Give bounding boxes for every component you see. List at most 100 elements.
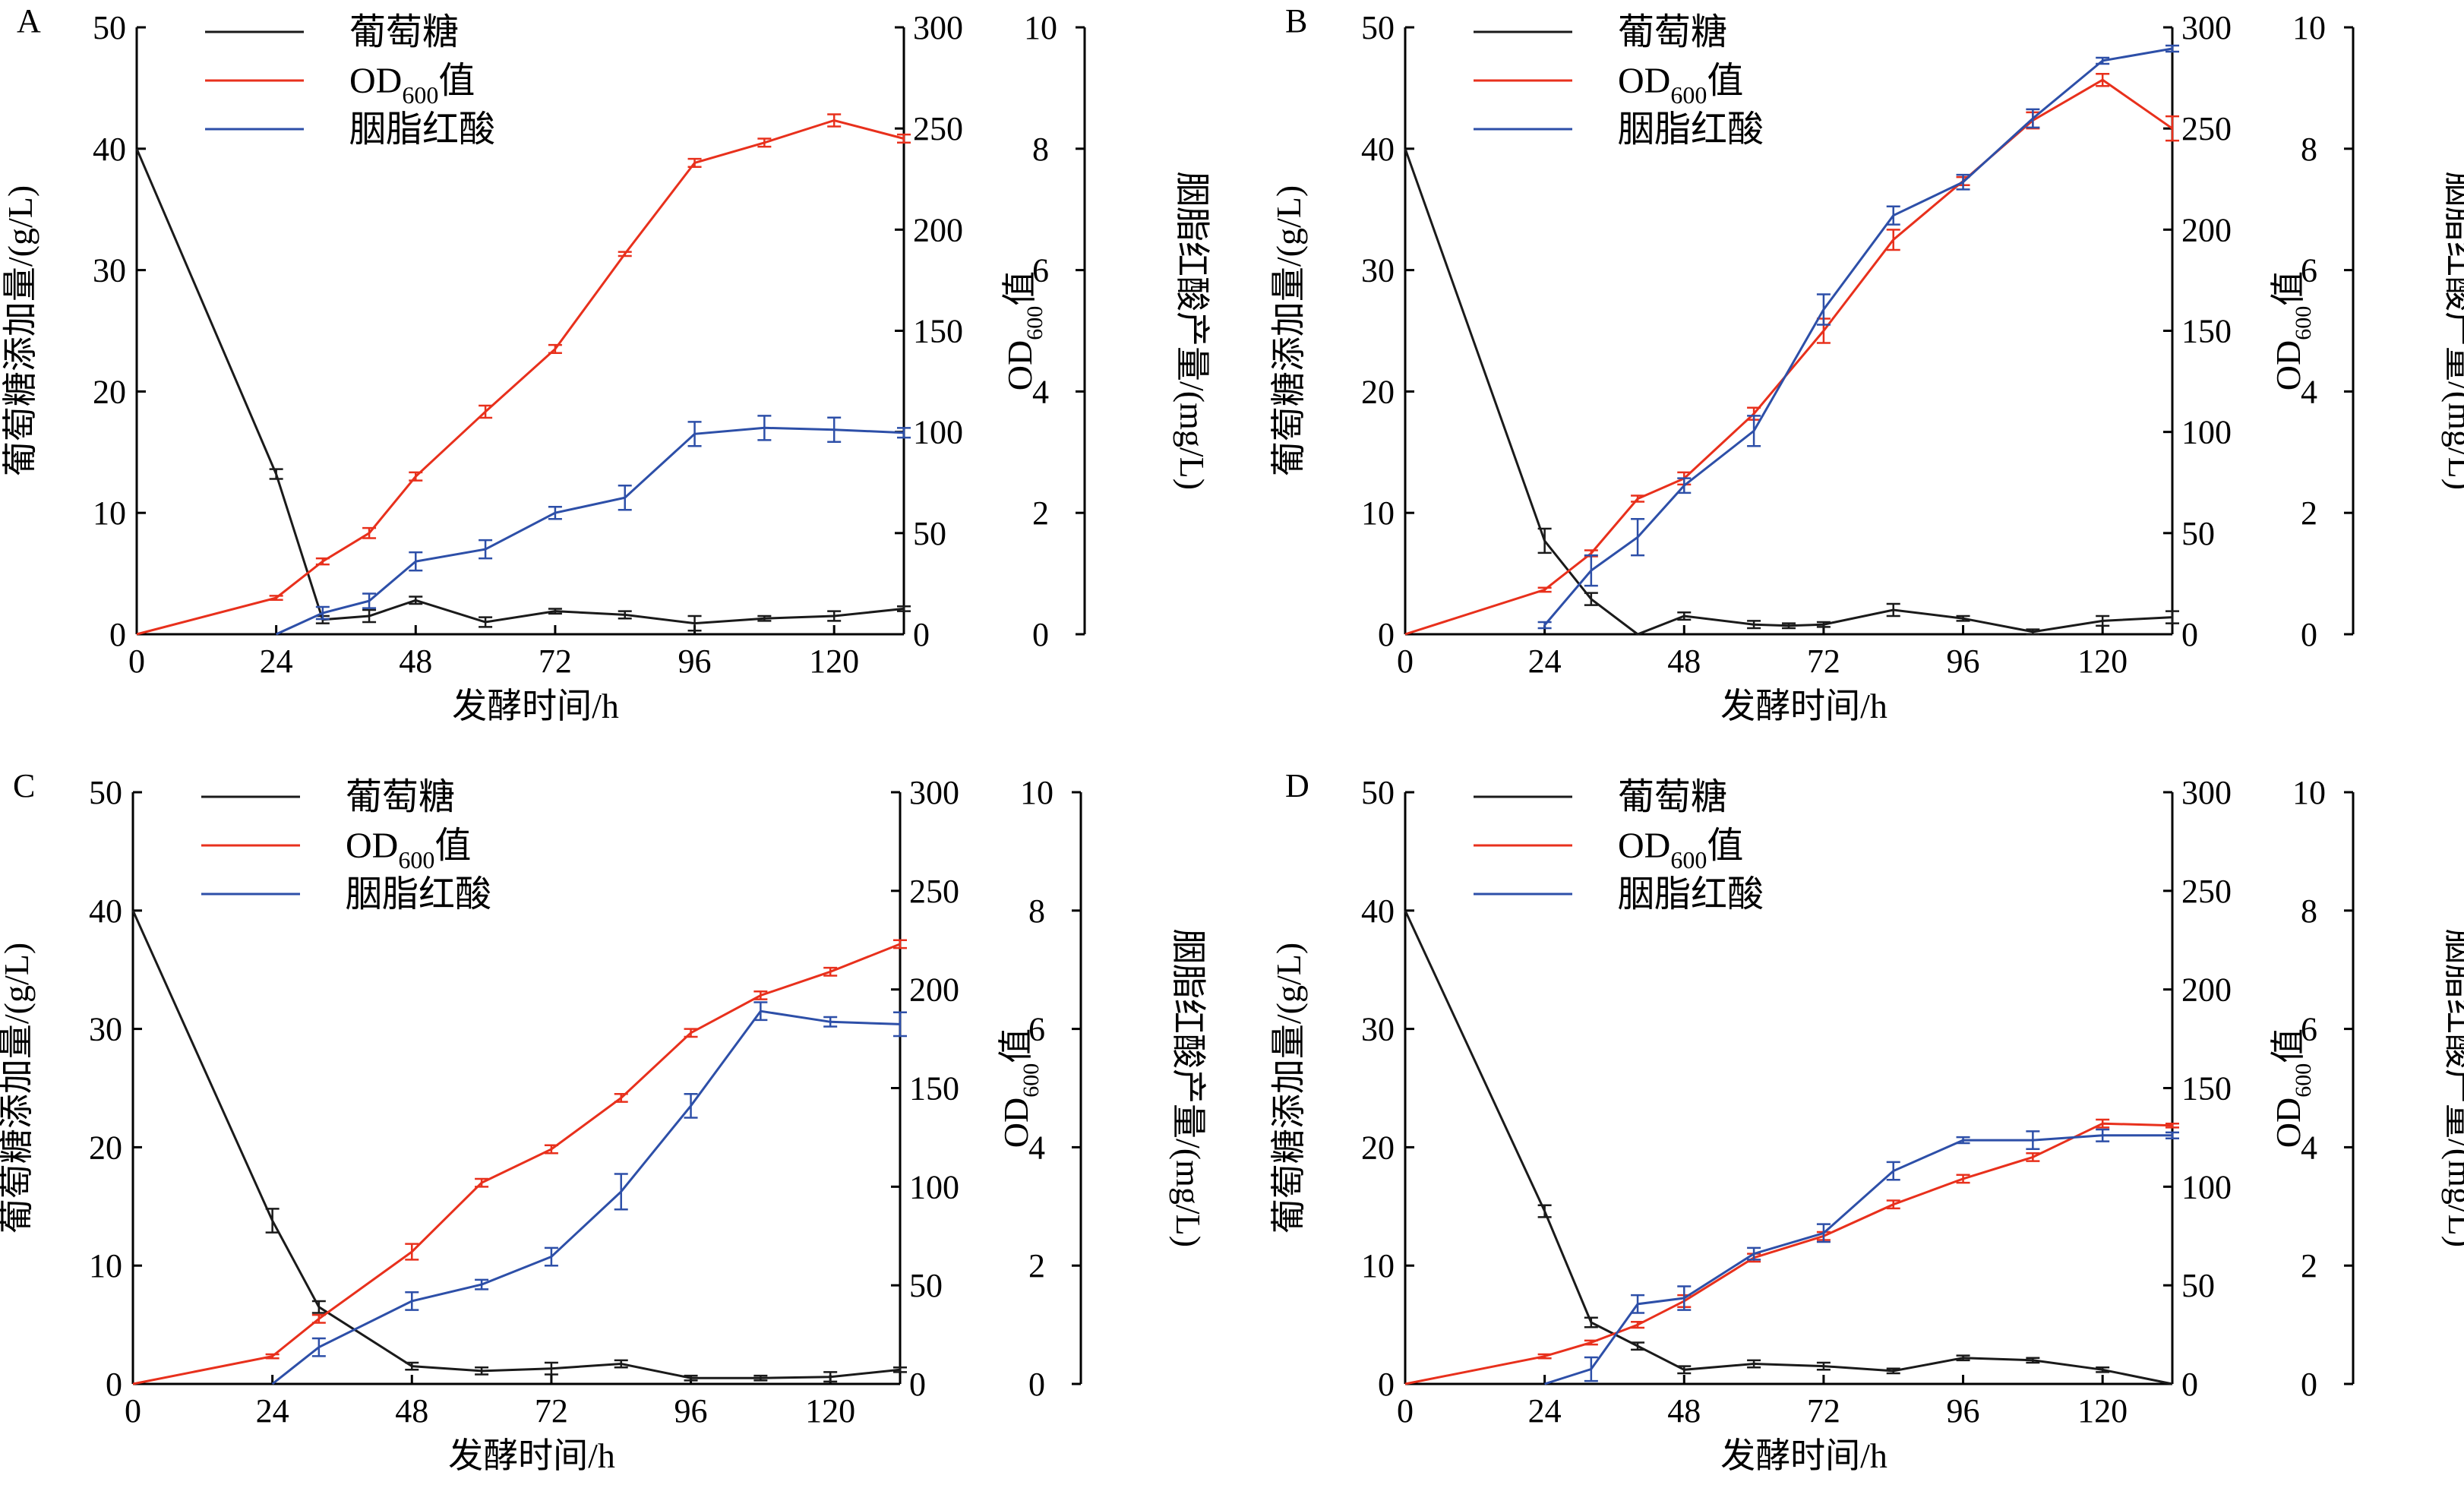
od-tick-label: 0 [2181,1366,2198,1403]
acid-tick-label: 4 [2301,1129,2317,1166]
acid-tick-label: 0 [1028,1366,1045,1403]
x-tick-label: 96 [1947,1392,1980,1430]
legend-item-acid: 胭脂红酸 [1474,874,1764,915]
legend-od-main: OD [349,61,402,101]
od-error-bar [362,526,377,539]
acid-error-bar [479,539,493,560]
acid-error-bar [311,1337,326,1357]
legend-od-subscript: 600 [1670,81,1707,109]
od-title-tail: 值 [1000,271,1039,306]
glucose-error-bar [1956,614,1970,622]
glucose-tick-label: 50 [1361,9,1395,46]
legend-item-od: OD600值 [1474,61,1743,109]
od-tick-label: 100 [2181,414,2232,451]
glucose-error-bar [687,614,702,632]
legend-od-subscript: 600 [402,81,438,109]
series-acid [1544,1128,2179,1385]
acid-tick-label: 2 [2301,1247,2317,1284]
od-tick-label: 250 [2181,110,2232,147]
legend-label-od: OD600值 [1618,826,1743,874]
legend-item-acid: 胭脂红酸 [1474,109,1764,150]
acid-error-bar [315,605,330,621]
acid-tick-label: 4 [1032,373,1049,410]
acid-error-bar [753,1001,768,1022]
od-error-bar [265,1353,280,1360]
glucose-tick-label: 40 [1361,892,1395,930]
right-y-axis-title: 胭脂红酸产量/(mg/L) [2441,929,2464,1247]
od-y-axis-title: OD600值 [2269,271,2316,390]
left-y-axis-title: 葡萄糖添加量/(g/L) [1,185,39,476]
acid-tick-label: 6 [1028,1011,1045,1048]
acid-tick-label: 6 [1032,252,1049,289]
acid-error-bar [1886,205,1900,226]
x-tick-label: 96 [1947,643,1980,680]
acid-error-bar [1677,477,1692,494]
acid-tick-label: 6 [2301,1011,2317,1048]
od-title-subscript: 600 [2291,306,2316,340]
od-title-subscript: 600 [2291,1063,2316,1098]
acid-tick-label: 2 [1032,494,1049,532]
od-y-axis-title: OD600值 [997,1028,1044,1148]
x-tick-label: 120 [2077,1392,2128,1430]
acid-error-bar [897,427,911,439]
glucose-error-bar [897,605,911,612]
od-tick-label: 200 [2181,211,2232,248]
glucose-tick-label: 40 [89,892,122,930]
x-tick-label: 0 [128,643,145,680]
od-error-bar [1584,1339,1598,1346]
glucose-error-bar [893,1366,907,1373]
panel-b: B0 24 48 72 96 120010203040500501001502002503… [1269,2,2464,725]
glucose-tick-label: 0 [1378,1366,1395,1403]
acid-error-bar [405,1291,419,1311]
right-y-axis-title: 胭脂红酸产量/(mg/L) [1169,929,1208,1247]
glucose-error-bar [544,1361,558,1376]
od-title-subscript: 600 [1019,1063,1044,1098]
legend-item-glucose: 葡萄糖 [1474,777,1727,817]
right-y-axis-title: 胭脂红酸产量/(mg/L) [2441,172,2464,490]
x-tick-label: 0 [1397,643,1414,680]
od-tick-label: 50 [2181,1267,2215,1304]
acid-error-bar [1677,1285,1692,1311]
legend-od-tail: 值 [1707,826,1743,866]
glucose-error-bar [362,608,377,624]
od-error-bar [823,966,838,977]
legend-od-subscript: 600 [1670,846,1707,874]
glucose-tick-label: 30 [93,252,126,289]
acid-tick-label: 0 [2301,616,2317,653]
od-tick-label: 300 [913,9,963,46]
x-tick-label: 96 [678,643,712,680]
od-tick-label: 0 [909,1366,926,1403]
series-od [1404,73,2179,636]
od-tick-label: 100 [2181,1168,2232,1205]
glucose-tick-label: 20 [1361,373,1395,410]
legend-item-glucose: 葡萄糖 [201,777,455,817]
acid-error-bar [1816,1223,1831,1243]
od-error-bar [1886,229,1900,251]
glucose-error-bar [618,610,632,620]
glucose-line [1404,148,2173,636]
acid-error-bar [1584,554,1598,587]
glucose-error-bar [548,608,562,615]
od-tick-label: 100 [913,414,963,451]
glucose-error-bar [684,1374,698,1382]
od-error-bar [2096,73,2110,87]
panel-letter: D [1285,767,1309,804]
acid-error-bar [2165,1131,2179,1139]
x-tick-label: 24 [1528,1392,1562,1430]
x-tick-label: 120 [805,1392,855,1430]
od-error-bar [479,404,493,419]
acid-tick-label: 4 [2301,373,2317,410]
od-tick-label: 300 [2181,9,2232,46]
od-y-axis-title: OD600值 [1000,271,1047,390]
series-acid [271,1001,907,1385]
od-error-bar [614,1093,628,1103]
x-tick-label: 48 [399,643,432,680]
od-error-bar [2026,1152,2040,1162]
legend-od-tail: 值 [1707,61,1743,101]
acid-tick-label: 4 [1028,1129,1045,1166]
glucose-error-bar [1782,622,1796,630]
od-error-bar [827,113,842,128]
x-tick-label: 24 [260,643,293,680]
